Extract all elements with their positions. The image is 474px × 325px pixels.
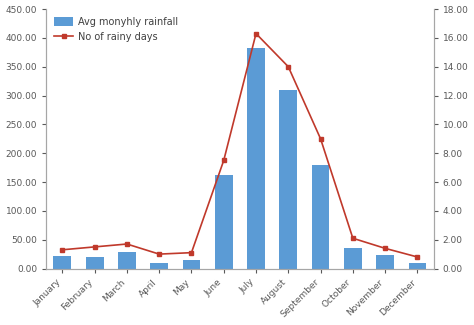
Bar <box>279 90 297 268</box>
Bar <box>118 253 136 268</box>
Bar <box>150 263 168 268</box>
Bar <box>312 165 329 268</box>
Bar <box>247 48 265 268</box>
Bar <box>344 248 362 268</box>
Bar <box>182 260 201 268</box>
Bar <box>54 256 71 268</box>
Bar <box>215 175 233 268</box>
Bar <box>86 257 103 268</box>
Bar <box>409 263 426 268</box>
Bar <box>376 255 394 268</box>
Legend: Avg monyhly rainfall, No of rainy days: Avg monyhly rainfall, No of rainy days <box>51 14 182 45</box>
